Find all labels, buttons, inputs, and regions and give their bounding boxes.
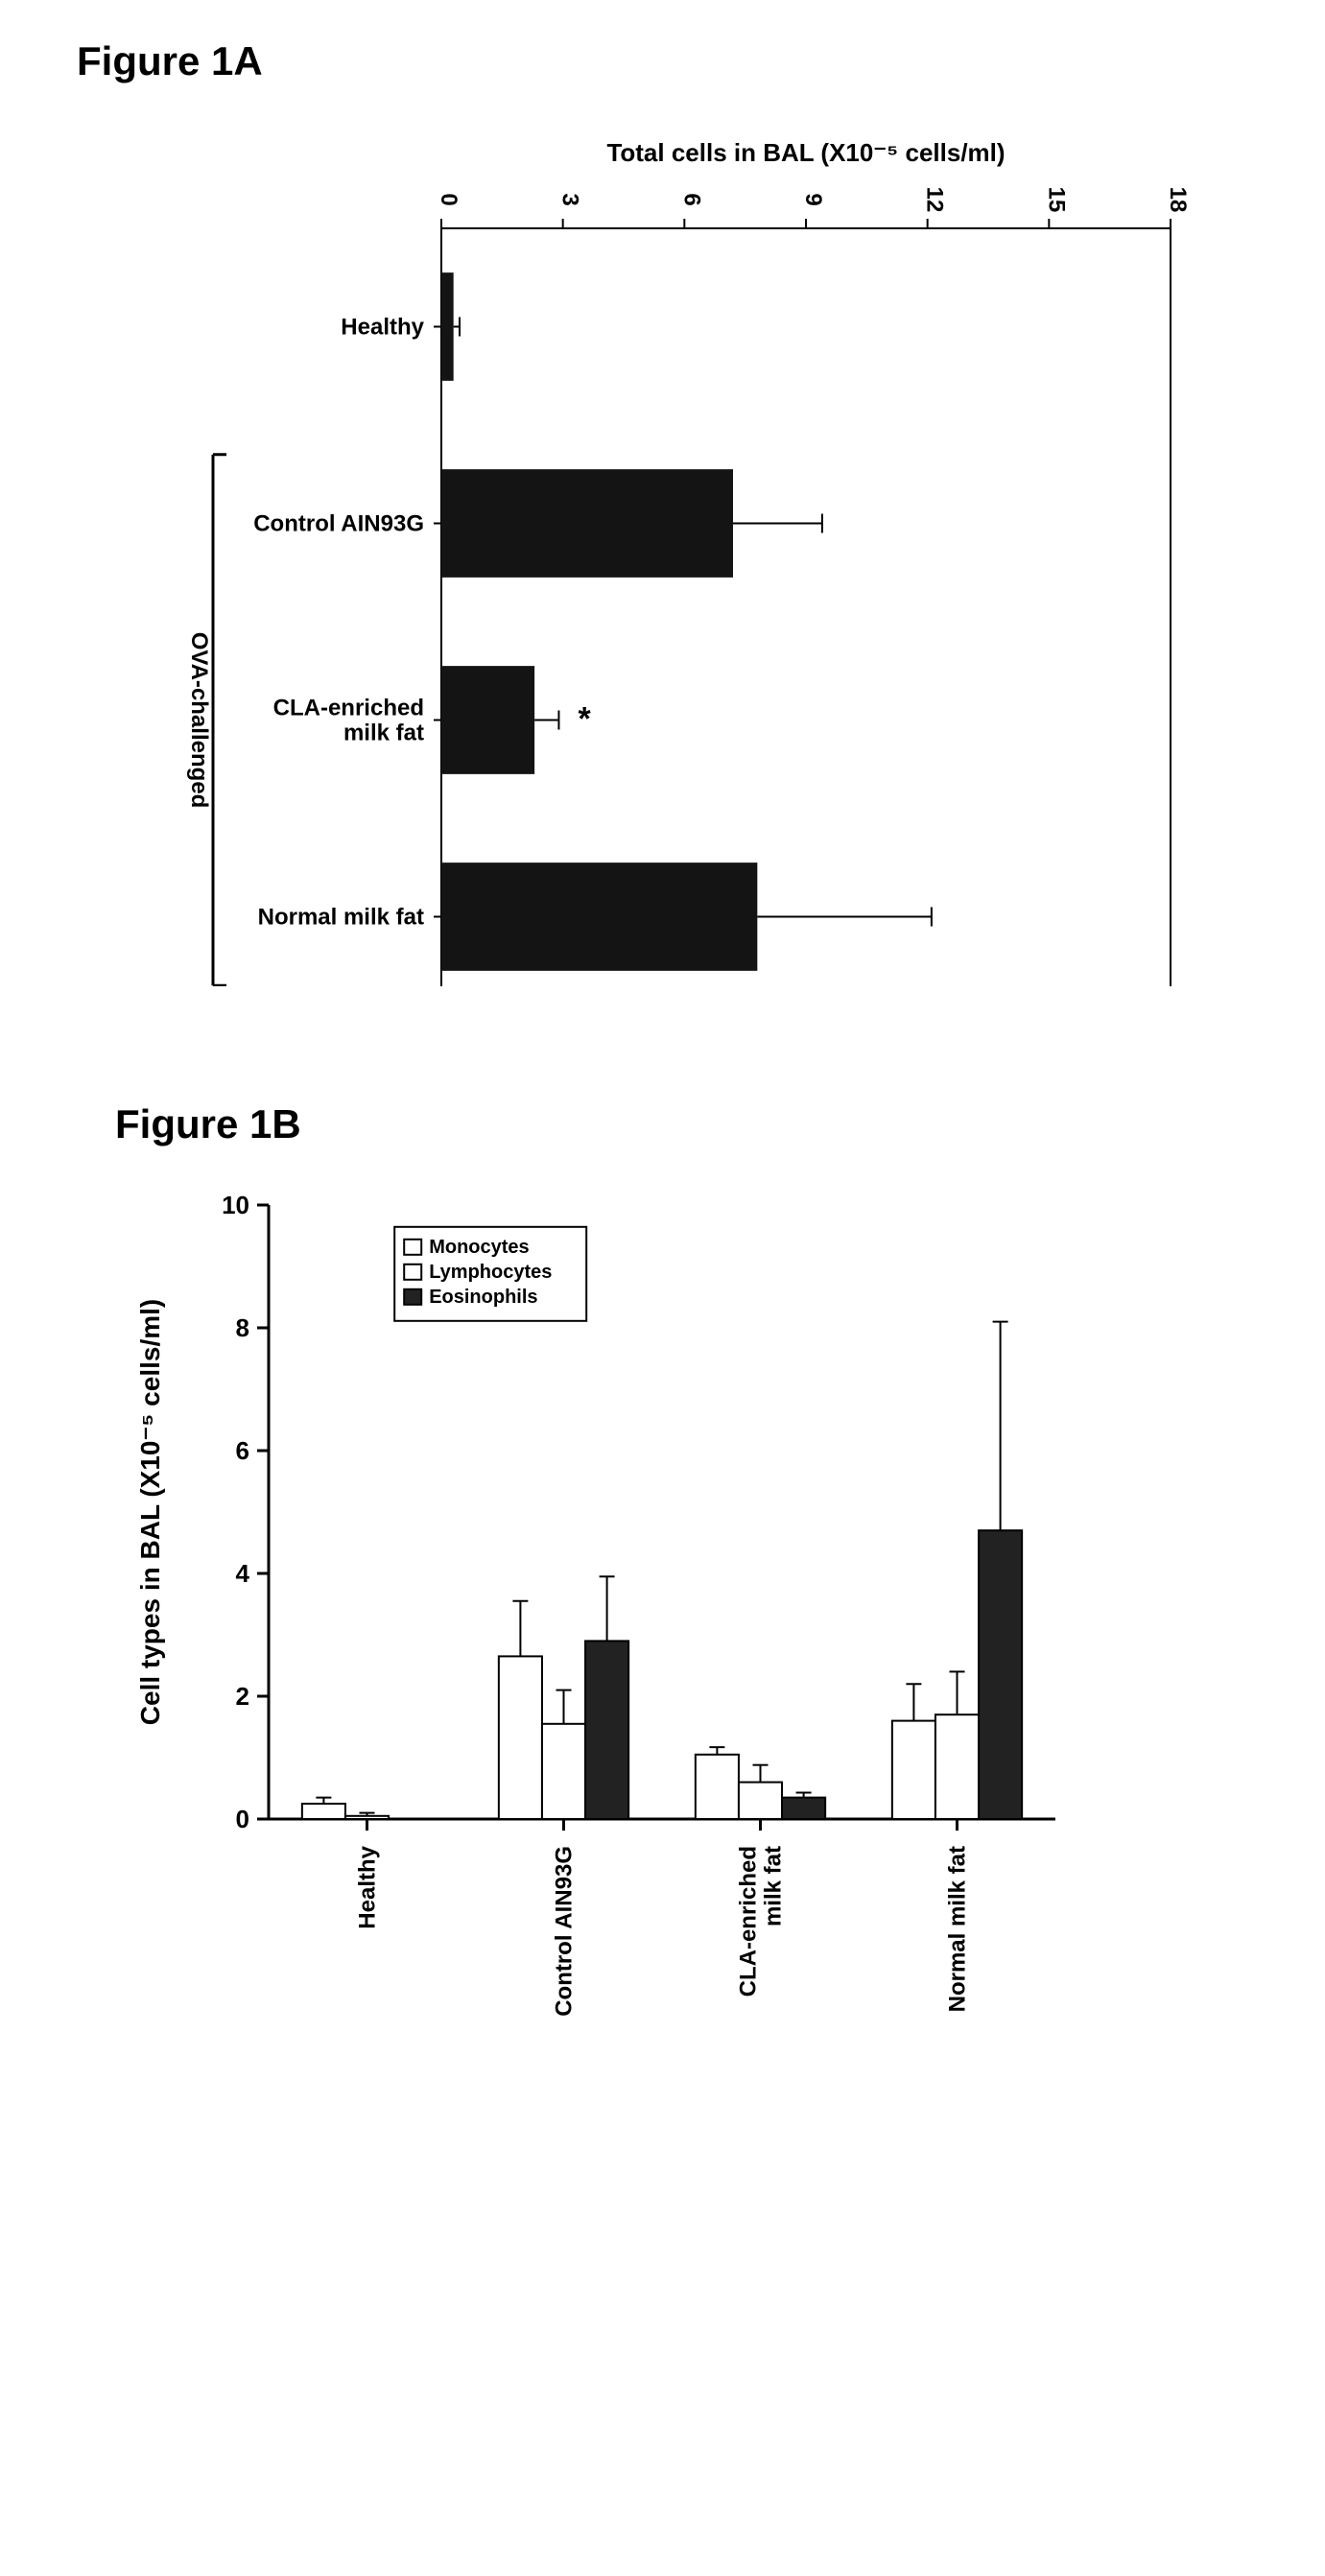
svg-text:0: 0	[436, 193, 461, 205]
svg-text:Normal milk fat: Normal milk fat	[258, 905, 424, 931]
svg-text:CLA-enriched: CLA-enriched	[273, 696, 424, 721]
svg-text:Cell types in BAL (X10⁻⁵ cells: Cell types in BAL (X10⁻⁵ cells/ml)	[135, 1299, 165, 1725]
svg-text:6: 6	[236, 1436, 249, 1465]
figure-1b-block: Figure 1B Cell types in BAL (X10⁻⁵ cells…	[38, 1101, 1287, 2145]
svg-text:8: 8	[236, 1313, 249, 1342]
svg-text:Monocytes: Monocytes	[429, 1237, 529, 1258]
svg-text:CLA-enriched: CLA-enriched	[736, 1846, 762, 1997]
svg-text:15: 15	[1043, 187, 1069, 213]
svg-text:OVA-challenged: OVA-challenged	[186, 632, 212, 809]
svg-text:4: 4	[236, 1559, 250, 1588]
svg-text:Eosinophils: Eosinophils	[429, 1287, 537, 1308]
svg-text:6: 6	[678, 193, 704, 205]
svg-text:milk fat: milk fat	[343, 721, 424, 746]
figure-1a-title: Figure 1A	[77, 38, 1287, 84]
figure-1a-block: Figure 1A Total cells in BAL (X10⁻⁵ cell…	[38, 38, 1287, 986]
svg-text:Healthy: Healthy	[341, 315, 424, 341]
figure-1a-chart: Total cells in BAL (X10⁻⁵ cells/ml) 0 3 6 9 1…	[154, 123, 1287, 986]
svg-text:Control AIN93G: Control AIN93G	[253, 511, 424, 537]
svg-text:Control AIN93G: Control AIN93G	[552, 1846, 578, 2017]
svg-text:18: 18	[1165, 187, 1191, 213]
svg-text:0: 0	[236, 1805, 249, 1833]
svg-text:3: 3	[557, 193, 583, 205]
figure-1b-title: Figure 1B	[115, 1101, 1287, 1147]
svg-text:Healthy: Healthy	[355, 1845, 381, 1928]
svg-text:Lymphocytes: Lymphocytes	[429, 1262, 552, 1283]
svg-text:12: 12	[922, 187, 948, 213]
svg-text:Total cells in BAL (X10⁻⁵ cell: Total cells in BAL (X10⁻⁵ cells/ml)	[606, 138, 1005, 167]
figure-1b-chart: Cell types in BAL (X10⁻⁵ cells/ml) 0 2 4 6 8 1…	[115, 1186, 1287, 2145]
svg-text:*: *	[578, 701, 591, 738]
svg-text:milk fat: milk fat	[761, 1846, 787, 1926]
svg-text:9: 9	[800, 193, 826, 205]
svg-text:Normal milk fat: Normal milk fat	[945, 1846, 971, 2012]
svg-text:10: 10	[222, 1191, 249, 1219]
svg-text:2: 2	[236, 1682, 249, 1711]
